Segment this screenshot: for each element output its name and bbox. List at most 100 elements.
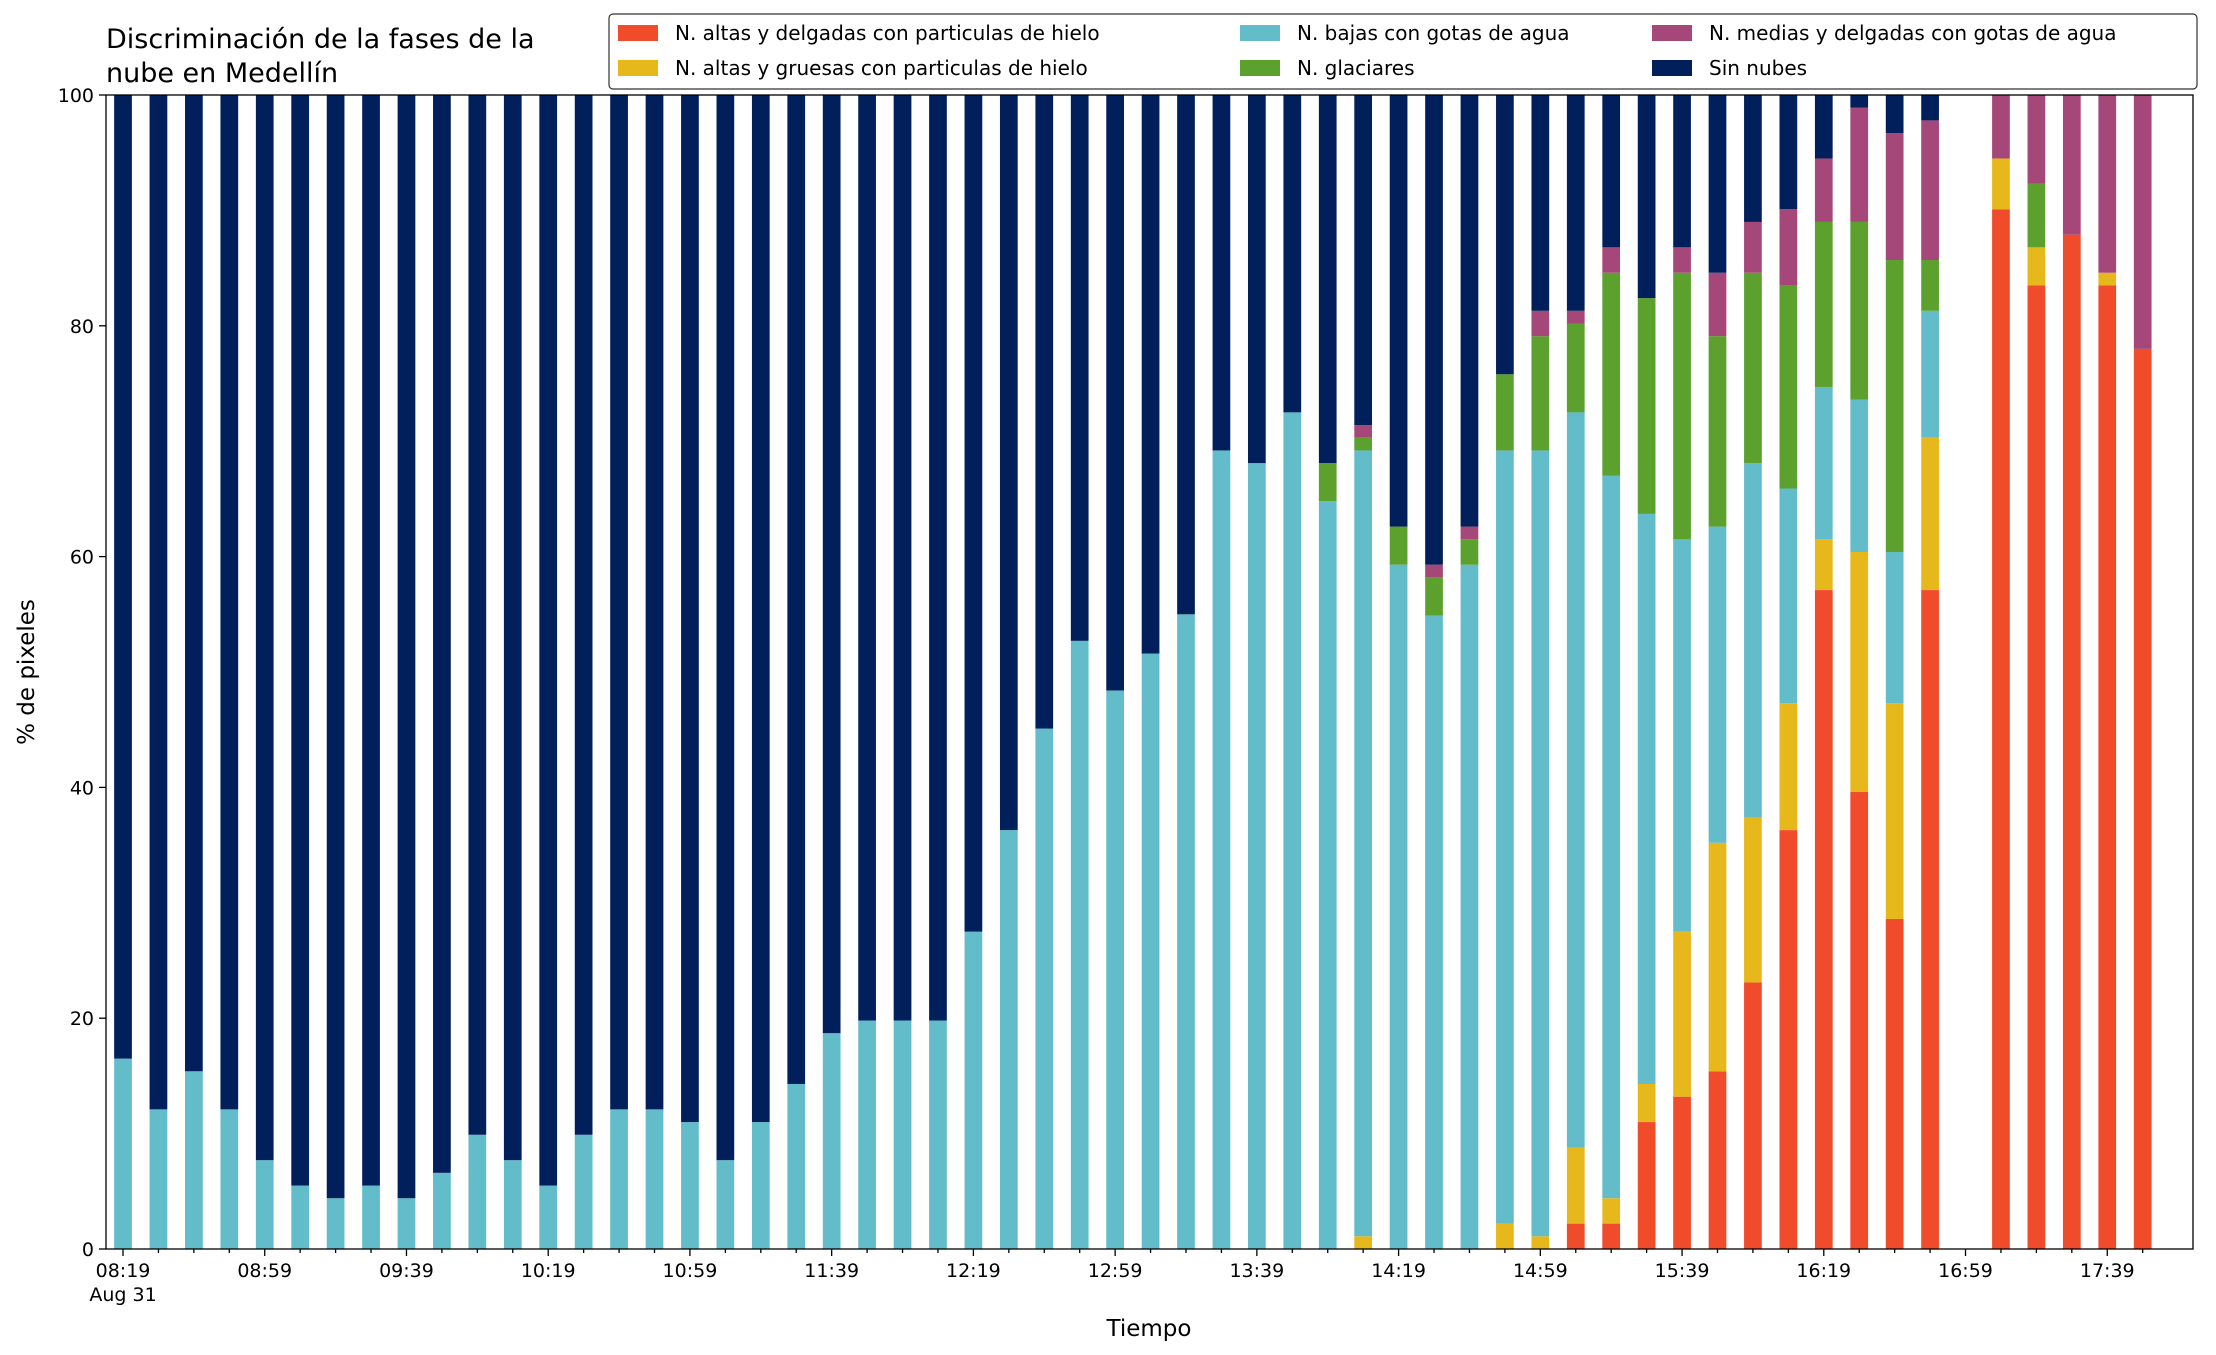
- bar-segment: [1177, 95, 1195, 615]
- bar-segment: [1141, 653, 1160, 1249]
- x-tick-label: 16:59: [1938, 1260, 1993, 1282]
- legend-swatch: [1652, 60, 1692, 76]
- bar-segment: [291, 95, 310, 1186]
- x-tick-label: 13:39: [1229, 1260, 1284, 1282]
- bar-segment: [645, 95, 664, 1110]
- bar-segment: [1566, 412, 1585, 1148]
- bar-segment: [1389, 95, 1408, 527]
- bar-segment: [751, 95, 770, 1123]
- bar-segment: [1460, 526, 1479, 540]
- bar-segment: [1921, 590, 1939, 1249]
- bar-segment: [114, 95, 132, 1059]
- bar-segment: [1035, 95, 1054, 729]
- bar-segment: [1177, 614, 1195, 1249]
- legend-box: [608, 13, 2198, 90]
- bar-segment: [1885, 133, 1904, 261]
- bar-segment: [1921, 310, 1939, 438]
- bar-segment: [1248, 463, 1266, 1250]
- plot-frame: [105, 94, 2194, 1250]
- bar-segment: [2098, 95, 2117, 273]
- legend-label: Sin nubes: [1709, 56, 1807, 80]
- bar-segment: [326, 1198, 345, 1249]
- bar-segment: [751, 1122, 770, 1249]
- bar-segment: [574, 95, 593, 1135]
- x-tick-label: 09:39: [379, 1260, 434, 1282]
- bar-segment: [1602, 247, 1621, 273]
- bar-segment: [1779, 703, 1798, 831]
- legend-label: N. altas y gruesas con particulas de hie…: [675, 56, 1088, 80]
- bar-segment: [1814, 95, 1833, 159]
- bar-segment: [1070, 640, 1089, 1249]
- bar-segment: [433, 1172, 451, 1249]
- bar-segment: [539, 1185, 558, 1249]
- bar-segment: [1602, 1223, 1621, 1249]
- x-tick-label: 14:59: [1513, 1260, 1568, 1282]
- bar-segment: [1921, 437, 1939, 591]
- bar-segment: [1673, 931, 1691, 1097]
- legend-swatch: [1240, 60, 1280, 76]
- bar-segment: [1496, 450, 1514, 1224]
- bar-segment: [1814, 386, 1833, 540]
- bar-segment: [1354, 1236, 1373, 1249]
- bar-segment: [1673, 539, 1691, 932]
- bar-segment: [1531, 310, 1550, 337]
- bar-segment: [645, 1109, 664, 1249]
- bar-segment: [1354, 437, 1373, 451]
- bar-segment: [1566, 310, 1585, 324]
- x-tick-label: 08:19: [96, 1260, 151, 1282]
- x-tick-label: 16:19: [1796, 1260, 1851, 1282]
- bar-segment: [574, 1134, 593, 1249]
- bar-segment: [1496, 1223, 1514, 1249]
- bar-segment: [1425, 95, 1443, 565]
- bar-segment: [1779, 488, 1798, 704]
- bar-segment: [1814, 221, 1833, 387]
- bar-segment: [681, 95, 699, 1123]
- bar-segment: [362, 1185, 380, 1249]
- bar-segment: [539, 95, 558, 1186]
- bar-segment: [1141, 95, 1160, 654]
- bar-segment: [858, 95, 876, 1021]
- x-tick-label: 15:39: [1655, 1260, 1710, 1282]
- bar-segment: [1708, 336, 1727, 527]
- bar-segment: [893, 1020, 912, 1249]
- bar-segment: [468, 1134, 487, 1249]
- bar-segment: [716, 1160, 735, 1249]
- bar-segment: [1070, 95, 1089, 641]
- bar-segment: [362, 95, 380, 1186]
- bar-segment: [2098, 285, 2117, 1249]
- bar-segment: [1708, 842, 1727, 1072]
- legend-label: N. medias y delgadas con gotas de agua: [1709, 21, 2117, 45]
- bar-segment: [503, 1160, 522, 1249]
- bar-segment: [1885, 95, 1904, 134]
- bar-segment: [1283, 412, 1302, 1250]
- bar-segment: [1992, 158, 2010, 210]
- bar-segment: [1425, 577, 1443, 616]
- bar-segment: [1425, 615, 1443, 1249]
- legend-label: N. altas y delgadas con particulas de hi…: [675, 21, 1100, 45]
- bar-segment: [149, 1109, 168, 1249]
- bar-segment: [1850, 95, 1869, 108]
- y-tick-label: 80: [70, 316, 94, 338]
- bar-segment: [1885, 918, 1904, 1249]
- bar-segment: [1779, 209, 1798, 286]
- y-tick-label: 100: [58, 85, 94, 107]
- bar-segment: [1637, 298, 1656, 514]
- bar-segment: [1850, 399, 1869, 552]
- bar-segment: [1885, 551, 1904, 704]
- legend-swatch: [618, 60, 658, 76]
- bar-segment: [1318, 463, 1337, 502]
- bar-segment: [681, 1122, 699, 1249]
- bar-segment: [2027, 247, 2046, 286]
- legend-label: N. glaciares: [1297, 56, 1415, 80]
- bar-segment: [1460, 564, 1479, 1249]
- x-tick-label: 14:19: [1371, 1260, 1426, 1282]
- bar-segment: [1566, 1147, 1585, 1224]
- bar-segment: [1212, 95, 1231, 451]
- bar-segment: [1566, 323, 1585, 413]
- bar-segment: [397, 95, 416, 1199]
- bar-segment: [1992, 95, 2010, 159]
- bar-segment: [1637, 513, 1656, 1084]
- bar-segment: [893, 95, 912, 1021]
- bar-segment: [1354, 425, 1373, 438]
